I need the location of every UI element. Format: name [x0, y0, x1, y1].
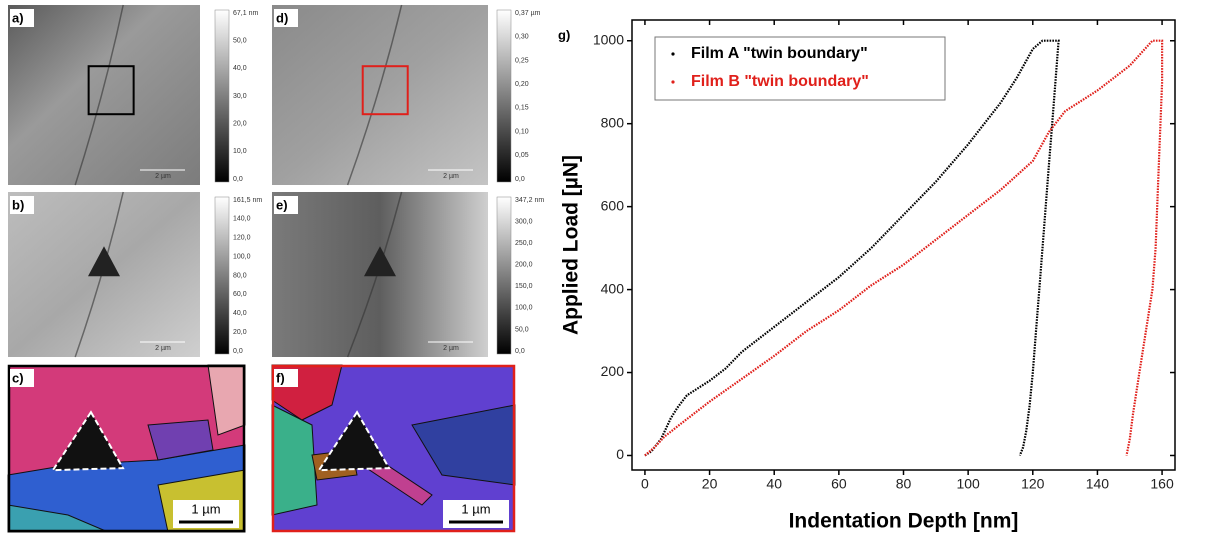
grain-boundary	[346, 4, 403, 186]
indent-outline	[317, 410, 391, 472]
image-panels: a) 2 µm 67,1 nm 50,0 40,0 30,0 20,0 10,0 0,0 b) 2 …	[7, 4, 544, 533]
colorbar-label: 250,0	[515, 240, 533, 247]
x-tick-label: 0	[641, 476, 649, 492]
panel-label: e)	[276, 197, 288, 212]
scale-label: 2 µm	[443, 345, 459, 352]
colorbar-label: 150,0	[515, 283, 533, 290]
panel-label: g)	[558, 27, 570, 42]
colorbar-label: 300,0	[515, 218, 533, 225]
panel-label-bg	[10, 369, 34, 387]
x-tick-label: 140	[1086, 476, 1110, 492]
colorbar-label: 0,05	[515, 152, 529, 159]
colorbar-label: 20,0	[233, 121, 247, 128]
indent	[88, 246, 120, 277]
scale-label: 1 µm	[191, 501, 220, 516]
frame	[7, 364, 246, 533]
region-box	[361, 65, 409, 116]
colorbar-label: 67,1 nm	[233, 10, 258, 17]
colorbar-label: 140,0	[233, 216, 251, 223]
x-tick-label: 120	[1021, 476, 1045, 492]
afm-image	[8, 5, 200, 185]
scale-label: 1 µm	[461, 501, 490, 516]
colorbar	[214, 9, 230, 183]
colorbar-label: 0,15	[515, 105, 529, 112]
x-tick-label: 80	[896, 476, 912, 492]
legend-label: Film A "twin boundary"	[691, 45, 868, 62]
y-tick-label: 600	[601, 197, 625, 213]
scale-label: 2 µm	[155, 173, 171, 180]
indent-outline	[51, 410, 125, 472]
grain-boundary	[74, 4, 124, 186]
colorbar	[214, 196, 230, 355]
scale-label: 2 µm	[155, 345, 171, 352]
colorbar-label: 0,37 µm	[515, 10, 541, 17]
frame	[271, 364, 516, 533]
data-line	[644, 39, 1164, 457]
y-tick-label: 0	[616, 446, 624, 462]
y-tick-label: 1000	[593, 31, 624, 47]
colorbar-label: 0,0	[515, 176, 525, 183]
panel-label: f)	[276, 370, 285, 385]
colorbar-label: 0,20	[515, 81, 529, 88]
afm-image	[272, 5, 488, 185]
colorbar-label: 60,0	[233, 291, 247, 298]
x-tick-label: 40	[766, 476, 782, 492]
indent	[364, 246, 396, 277]
panel-label-bg	[274, 196, 298, 214]
colorbar-label: 0,30	[515, 34, 529, 41]
chart: g) 0 20 40 60 80 100 120 140 160 0 200 400 600 800 100…	[558, 19, 1176, 533]
panel-label: b)	[12, 197, 24, 212]
x-tick-label: 100	[956, 476, 980, 492]
colorbar-label: 100,0	[233, 253, 251, 260]
colorbar-label: 200,0	[515, 262, 533, 269]
legend-label: Film B "twin boundary"	[691, 73, 869, 90]
x-tick-label: 160	[1150, 476, 1174, 492]
colorbar-label: 50,0	[233, 38, 247, 45]
panel-label: d)	[276, 10, 288, 25]
panel-label-bg	[10, 196, 34, 214]
colorbar-label: 0,0	[515, 348, 525, 355]
colorbar	[496, 196, 512, 355]
grain	[147, 419, 214, 461]
colorbar-label: 0,0	[233, 348, 243, 355]
legend-box	[654, 36, 946, 101]
panel-label-bg	[274, 9, 298, 27]
x-tick-label: 60	[831, 476, 847, 492]
colorbar-label: 0,0	[233, 176, 243, 183]
panel-label: a)	[12, 10, 24, 25]
legend-marker	[671, 52, 675, 56]
colorbar-label: 10,0	[233, 148, 247, 155]
colorbar-label: 0,10	[515, 128, 529, 135]
colorbar	[496, 9, 512, 183]
colorbar-label: 50,0	[515, 326, 529, 333]
region-box	[87, 65, 135, 116]
colorbar-label: 40,0	[233, 310, 247, 317]
colorbar-label: 30,0	[233, 93, 247, 100]
panel-label-bg	[10, 9, 34, 27]
panel-label-bg	[274, 369, 298, 387]
y-tick-label: 200	[601, 363, 625, 379]
colorbar-label: 120,0	[233, 235, 251, 242]
colorbar-label: 20,0	[233, 329, 247, 336]
x-tick-label: 20	[702, 476, 718, 492]
panel-label: c)	[12, 370, 24, 385]
colorbar-label: 80,0	[233, 272, 247, 279]
data-line	[644, 39, 1060, 457]
scale-label: 2 µm	[443, 173, 459, 180]
y-axis-label: Applied Load [µN]	[560, 155, 583, 335]
colorbar-label: 100,0	[515, 305, 533, 312]
x-axis-label: Indentation Depth [nm]	[789, 510, 1019, 533]
colorbar-label: 40,0	[233, 65, 247, 72]
legend-marker	[671, 80, 675, 84]
y-tick-label: 800	[601, 114, 625, 130]
colorbar-label: 161,5 nm	[233, 197, 262, 204]
colorbar-label: 0,25	[515, 57, 529, 64]
y-tick-label: 400	[601, 280, 625, 296]
colorbar-label: 347,2 nm	[515, 197, 544, 204]
